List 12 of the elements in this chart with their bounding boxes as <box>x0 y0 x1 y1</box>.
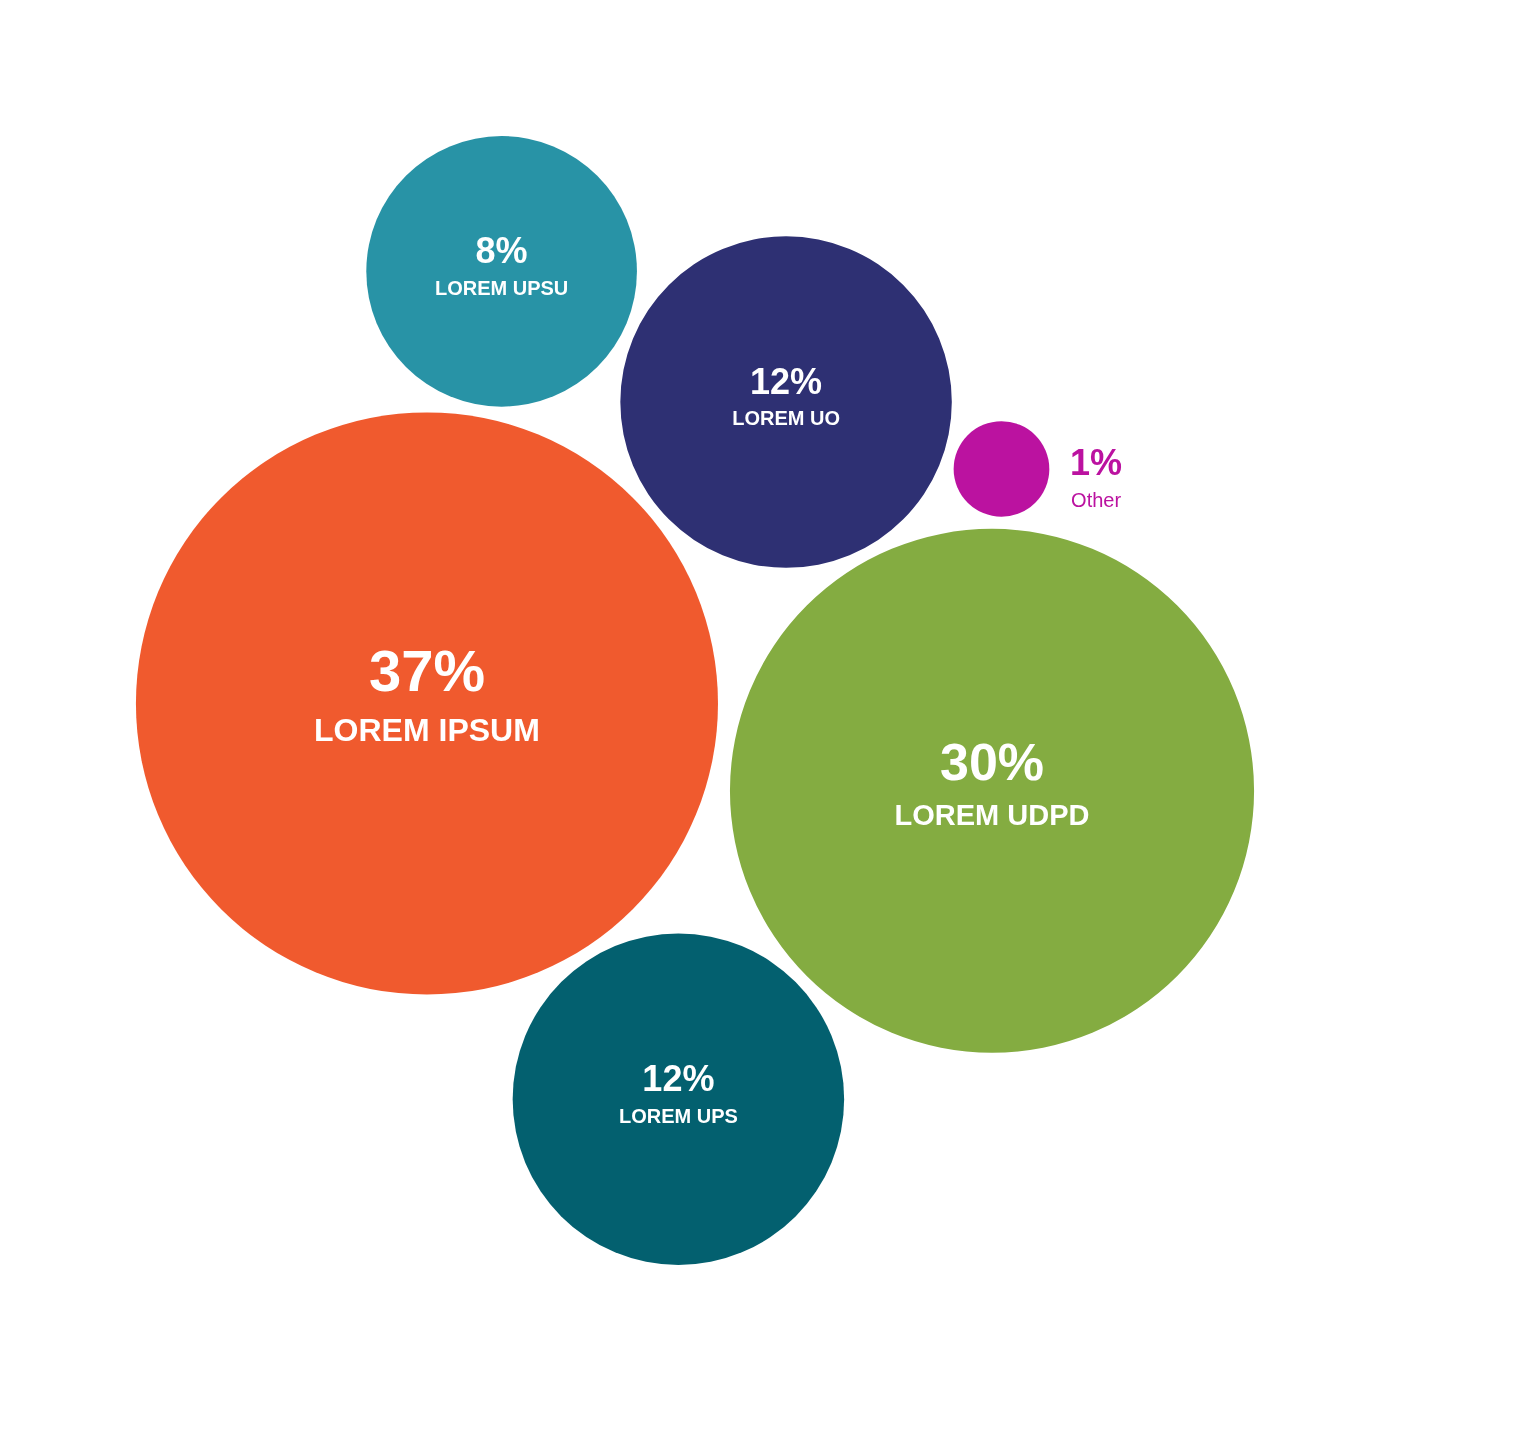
data-label: 37% <box>368 638 486 704</box>
category-label: LOREM UO <box>732 407 840 430</box>
data-label: 12% <box>750 361 823 403</box>
category-label: LOREM IPSUM <box>314 712 540 749</box>
category-label: Other <box>1071 488 1122 511</box>
category-label: LOREM UPSU <box>434 276 569 299</box>
data-label: 30% <box>939 732 1045 791</box>
category-label: LOREM UPS <box>618 1104 738 1127</box>
data-label: 12% <box>642 1058 715 1100</box>
data-label: 8% <box>475 230 528 272</box>
category-label: LOREM UDPD <box>894 798 1090 831</box>
data-label: 1% <box>1070 442 1123 484</box>
